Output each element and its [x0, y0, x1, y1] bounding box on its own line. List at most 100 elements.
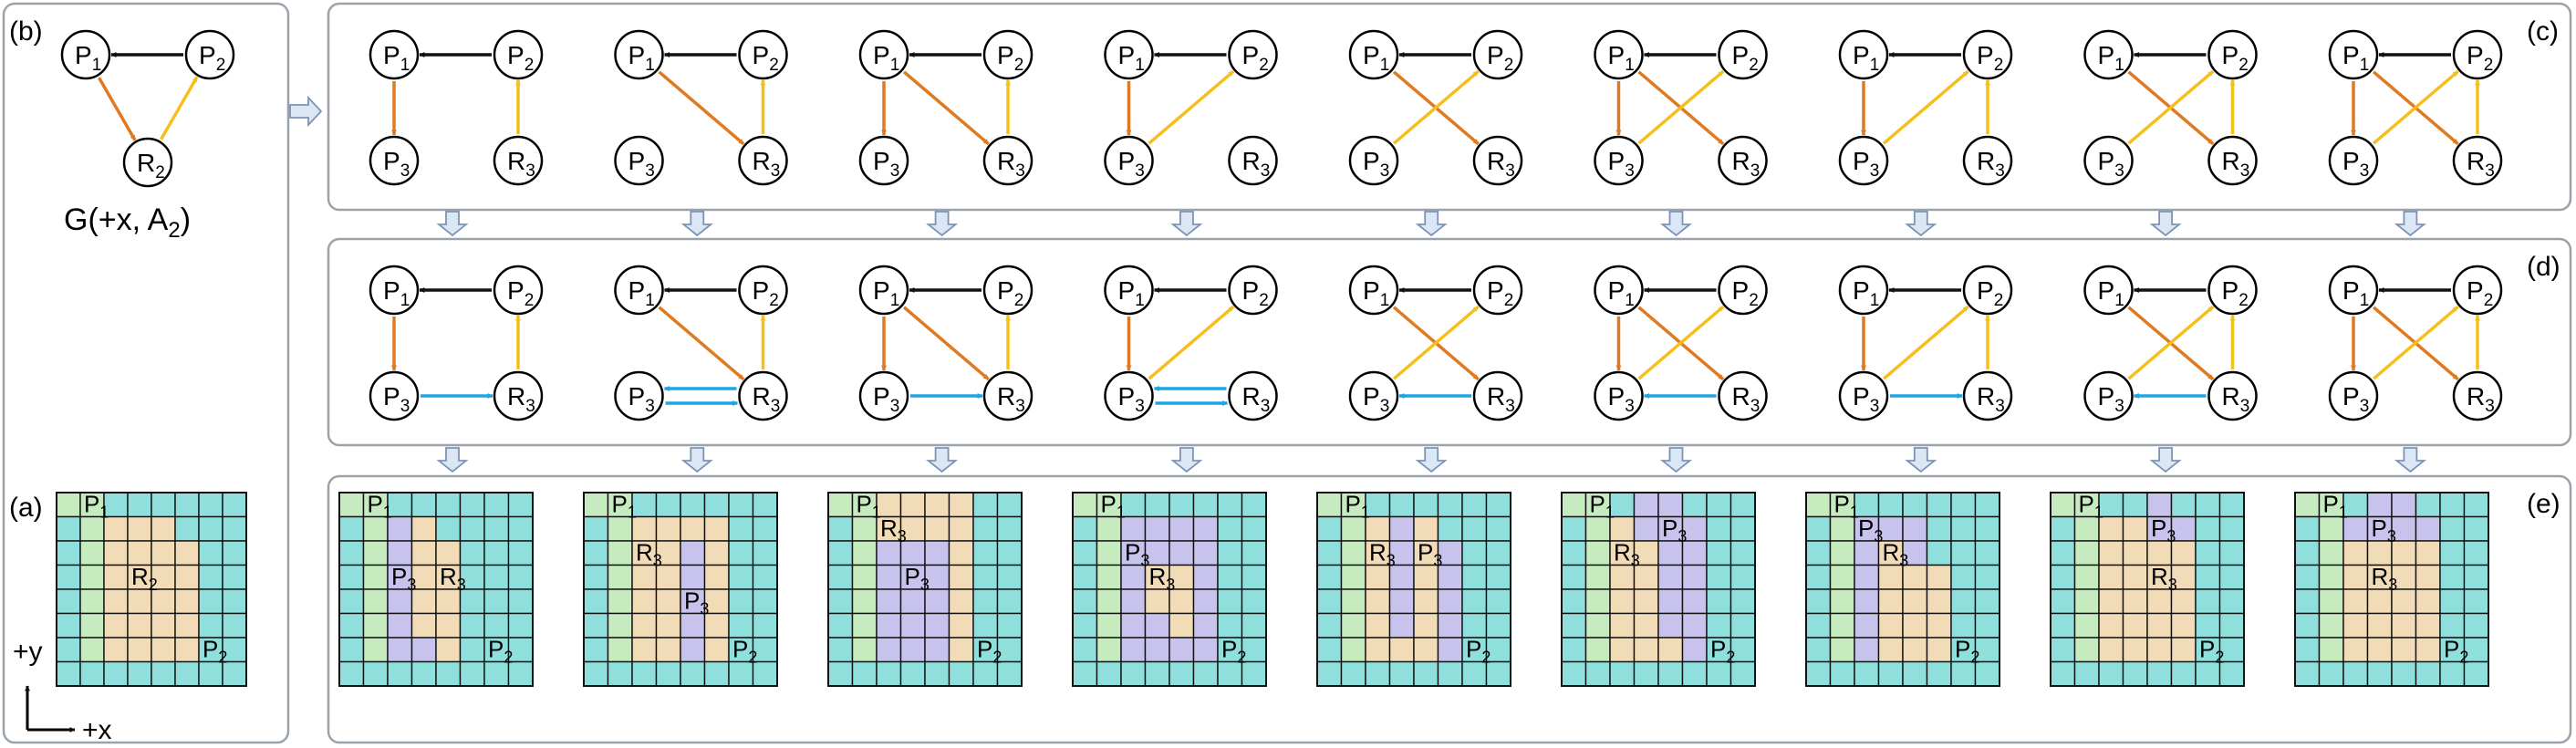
grid-e-8-cell: [2170, 637, 2197, 663]
c-graph-2-node-P2-label: P2: [753, 41, 779, 75]
d-graph-6-node-R3-label: R3: [1732, 382, 1761, 416]
d-graph-3-node-R3-label-letter: R: [997, 382, 1015, 410]
grid-e-2-cell: [752, 492, 778, 518]
label-b: (b): [9, 16, 43, 47]
grid-e-5-cell: [1461, 540, 1488, 566]
d-graph-4-node-R3-label-index: 3: [1261, 397, 1271, 416]
grid-e-5-cell: [1316, 515, 1343, 542]
grid-a-cell: [103, 564, 129, 590]
grid-e-4-cell: [1217, 612, 1243, 639]
grid-e-6-cell: [1561, 564, 1587, 590]
grid-e-2-cell: [703, 540, 730, 566]
grid-e-1-cell: [410, 492, 437, 518]
grid-e-6-cell: [1584, 564, 1611, 590]
d-graph-7-node-R3-label-index: 3: [1995, 397, 2005, 416]
grid-e-1-cell: [338, 588, 365, 615]
grid-e-3-cell: [924, 540, 950, 566]
c-graph-2-edge-2: [658, 70, 745, 146]
grid-e-6-border: [1561, 492, 1756, 687]
grid-e-9-cell: [2415, 540, 2441, 566]
grid-a-label: P2: [203, 636, 227, 667]
grid-e-9-border: [2294, 492, 2489, 687]
grid-e-9-cell: [2463, 540, 2489, 566]
grid-e-8-cell: [2098, 637, 2124, 663]
c-graph-9-node-R3-label-index: 3: [2485, 161, 2495, 181]
grid-e-9-cell: [2463, 492, 2489, 518]
grid-e-6-cell: [1729, 492, 1756, 518]
d-graph-3-node-P3-label-index: 3: [890, 397, 900, 416]
grid-e-5-cell: [1340, 637, 1366, 663]
grid-e-9-cell: [2294, 564, 2321, 590]
c-graph-9-node-R3: [2452, 135, 2503, 186]
grid-e-8-cell: [2073, 492, 2100, 518]
grid-e-6-cell: [1729, 637, 1756, 663]
d-graph-8-node-P1-label: P1: [2098, 276, 2124, 310]
grid-e-7-label-letter: R: [1883, 539, 1900, 566]
grid-e-1-label-letter: P: [488, 636, 504, 663]
grid-e-2-cell: [583, 492, 609, 518]
c-graph-9-node-P3: [2328, 135, 2379, 186]
grid-e-4-cell: [1072, 540, 1098, 566]
grid-e-2-cell: [607, 612, 633, 639]
c-graph-8-node-R3: [2207, 135, 2258, 186]
grid-a-label-letter: P: [84, 491, 99, 518]
grid-e-7-border: [1805, 492, 2000, 687]
grid-e-4-cell: [1192, 612, 1219, 639]
c-graph-6-node-R3-label-letter: R: [1732, 147, 1750, 175]
base-node-P1-label-index: 1: [92, 56, 102, 75]
grid-e-2-cell: [631, 588, 658, 615]
grid-e-2-cell: [583, 588, 609, 615]
d-graph-2-edge-2: [658, 306, 745, 381]
grid-a-cell: [127, 564, 152, 590]
grid-e-3-cell: [972, 588, 999, 615]
grid-e-1-cell: [338, 612, 365, 639]
base-node-P2-label-index: 2: [216, 56, 226, 75]
grid-e-7-cell: [1950, 515, 1977, 542]
grid-e-9-cell: [2463, 564, 2489, 590]
grid-e-2-cell: [728, 515, 754, 542]
c-graph-1-node-R3-label: R3: [507, 147, 535, 181]
grid-e-1-label: P2: [488, 636, 513, 667]
grid-e-3-cell: [924, 515, 950, 542]
grid-e-5-label-letter: P: [1418, 539, 1433, 566]
grid-e-4-label-index: 2: [1237, 649, 1246, 667]
c-graph-4-node-P3: [1104, 135, 1154, 186]
grid-e-3-cell: [876, 660, 902, 687]
flow-arrow-d-to-e-9: [2394, 447, 2426, 473]
grid-e-5-cell: [1388, 515, 1415, 542]
grid-e-5-cell: [1485, 492, 1511, 518]
grid-e-9-label-letter: P: [2372, 514, 2387, 542]
grid-e-3-border: [827, 492, 1023, 687]
grid-e-5-label-index: 3: [1433, 552, 1442, 570]
d-graph-5-node-P2: [1472, 265, 1523, 316]
grid-e-5-label-letter: P: [1345, 491, 1361, 518]
c-graph-4-edge-3: [1148, 69, 1235, 145]
grid-e-8-cell: [2050, 588, 2076, 615]
grid-e-7-cell: [1902, 564, 1928, 590]
c-graph-4-node-P2-label-index: 2: [1259, 56, 1269, 75]
grid-e-6-cell: [1633, 492, 1659, 518]
grid-e-3-cell: [851, 612, 878, 639]
c-graph-7-node-P1-label-index: 1: [1870, 56, 1880, 75]
grid-e-3-label-index: 1: [872, 504, 881, 522]
grid-e-1-cell: [507, 637, 534, 663]
grid-e-4-cell: [1120, 637, 1147, 663]
grid-e-7-cell: [1950, 660, 1977, 687]
c-graph-4-node-R3-label: R3: [1242, 147, 1271, 181]
grid-e-2-cell: [655, 637, 681, 663]
grid-e-9-label-letter: R: [2372, 563, 2389, 590]
grid-e-4-cell: [1169, 492, 1195, 518]
grid-e-7-cell: [1950, 492, 1977, 518]
c-graph-3-node-P2-label: P2: [997, 41, 1023, 75]
grid-e-9-cell: [2294, 660, 2321, 687]
grid-e-7-cell: [1829, 540, 1855, 566]
d-graph-6-node-P3-label: P3: [1608, 382, 1635, 416]
grid-e-7-label: R3: [1883, 539, 1909, 570]
grid-e-4-cell: [1241, 637, 1267, 663]
grid-e-8-cell: [2195, 588, 2221, 615]
grid-e-5-cell: [1316, 588, 1343, 615]
d-graph-2-node-P1-label-letter: P: [628, 276, 646, 305]
